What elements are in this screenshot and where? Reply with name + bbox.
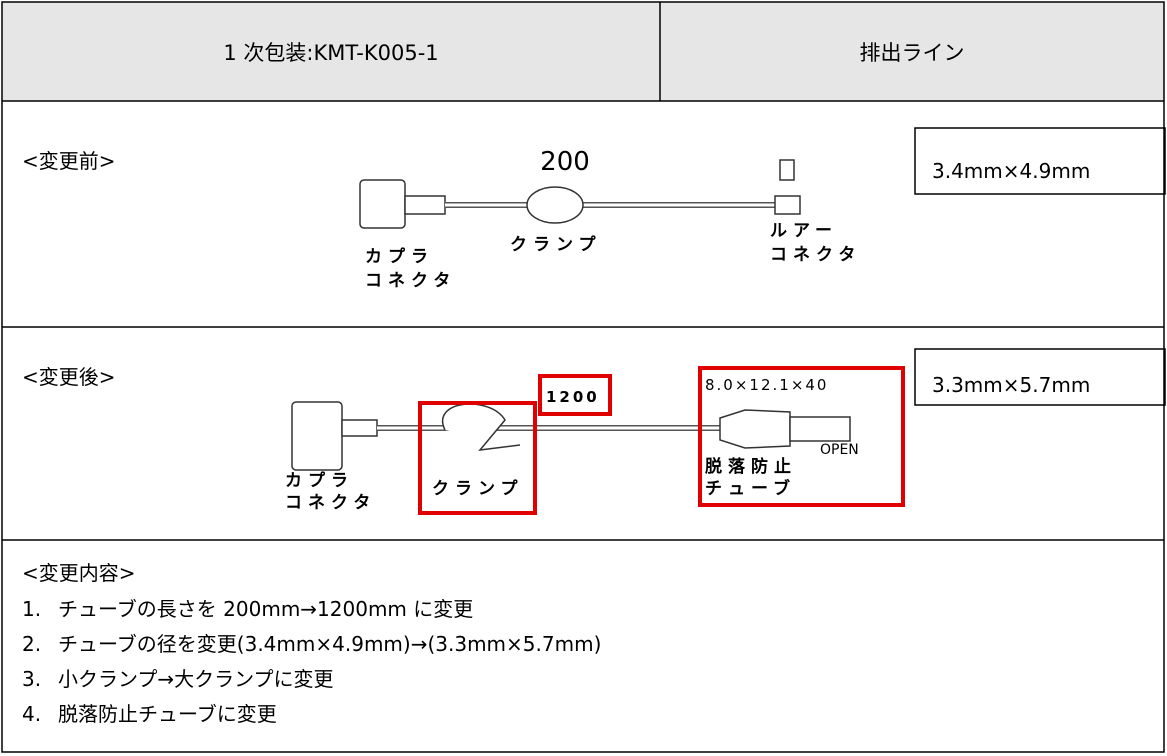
tube-label: 脱落防止 — [705, 456, 797, 477]
coupler-label: カプラ — [285, 470, 354, 491]
size-text: 3.3mm×5.7mm — [932, 373, 1090, 397]
item-text: チューブの長さを 200mm→1200mm に変更 — [58, 597, 473, 621]
luer-label: コネクタ — [770, 245, 861, 265]
after-diagram — [291, 401, 851, 471]
highlight-box — [418, 401, 537, 515]
changes-title: <変更内容> — [22, 561, 136, 585]
clamp-label: クランプ — [510, 234, 602, 255]
coupler-label: コネクタ — [285, 493, 376, 513]
item-text: 小クランプ→大クランプに変更 — [58, 667, 334, 691]
header-right: 排出ライン — [860, 41, 965, 65]
size-box — [914, 127, 1166, 195]
size-text: 3.4mm×4.9mm — [932, 159, 1090, 183]
item-number: 4. — [22, 702, 41, 726]
header-left: 1 次包装:KMT-K005-1 — [223, 41, 438, 65]
section-label: <変更後> — [22, 365, 116, 389]
highlight-box — [698, 366, 905, 507]
length-label: 1200 — [546, 388, 600, 406]
tube-label: チューブ — [705, 478, 796, 499]
highlight-box — [538, 374, 612, 416]
item-number: 2. — [22, 632, 41, 656]
luer-label: ルアー — [770, 221, 838, 241]
item-text: チューブの径を変更(3.4mm×4.9mm)→(3.3mm×5.7mm) — [58, 632, 601, 656]
size-box — [914, 348, 1166, 406]
coupler-label: カプラ — [365, 246, 434, 267]
changes-list: 1. チューブの長さを 200mm→1200mm に変更 2. チューブの径を変更(3… — [22, 597, 601, 726]
section-label: <変更前> — [22, 149, 116, 173]
length-label: 200 — [540, 147, 590, 177]
before-diagram — [359, 159, 801, 229]
item-number: 1. — [22, 597, 41, 621]
tube-spec: 8.0×12.1×40 — [705, 376, 828, 394]
clamp-label: クランプ — [432, 478, 524, 499]
header-bg — [2, 2, 1164, 101]
open-label: OPEN — [820, 442, 859, 458]
item-text: 脱落防止チューブに変更 — [58, 702, 277, 726]
item-number: 3. — [22, 667, 41, 691]
coupler-label: コネクタ — [365, 271, 456, 291]
